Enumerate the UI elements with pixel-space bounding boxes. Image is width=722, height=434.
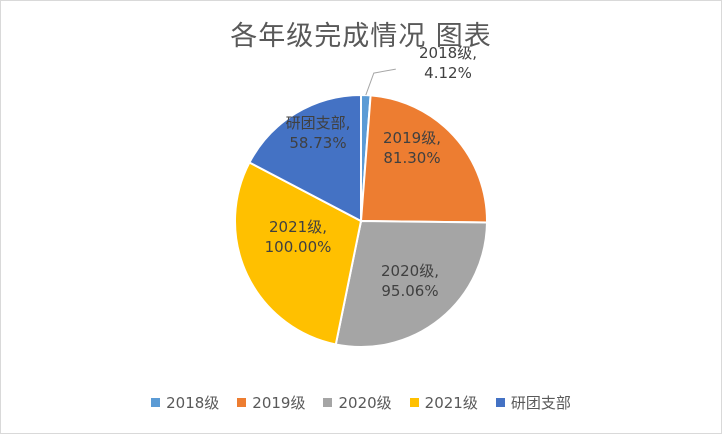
- legend-label: 2018级: [166, 394, 220, 412]
- legend-label: 2019级: [252, 394, 306, 412]
- legend-item-1: 2018级: [151, 392, 219, 413]
- pie-slice-3: [334, 219, 489, 348]
- legend-swatch: [409, 398, 419, 407]
- legend-swatch: [237, 398, 247, 407]
- legend-swatch: [151, 398, 161, 407]
- chart-title: 各年级完成情况 图表: [230, 21, 492, 52]
- legend-item-3: 2020级: [323, 392, 392, 413]
- legend-label: 研团支部: [510, 394, 571, 412]
- legend-item-2: 2019级: [237, 392, 305, 413]
- legend-label: 2021级: [424, 394, 478, 412]
- pie-slice-2: [359, 94, 488, 224]
- pie-slice-4: [234, 161, 363, 346]
- legend-label: 2020级: [338, 394, 392, 412]
- chart-legend: 2018级 2019级 2020级 2021级 研团支部: [0, 392, 722, 413]
- data-label-2: 2019级, 81.30%: [383, 129, 441, 167]
- data-label-3: 2020级, 95.06%: [381, 262, 439, 300]
- data-label-4: 2021级, 100.00%: [265, 218, 332, 256]
- leader-line: [365, 68, 396, 96]
- data-label-1: 2018级, 4.12%: [419, 44, 477, 82]
- legend-swatch: [495, 398, 505, 407]
- legend-swatch: [323, 398, 333, 407]
- data-label-5: 研团支部, 58.73%: [286, 114, 351, 152]
- pie-slice-5: [248, 93, 362, 223]
- legend-item-4: 2021级: [409, 392, 478, 413]
- legend-item-5: 研团支部: [495, 392, 571, 413]
